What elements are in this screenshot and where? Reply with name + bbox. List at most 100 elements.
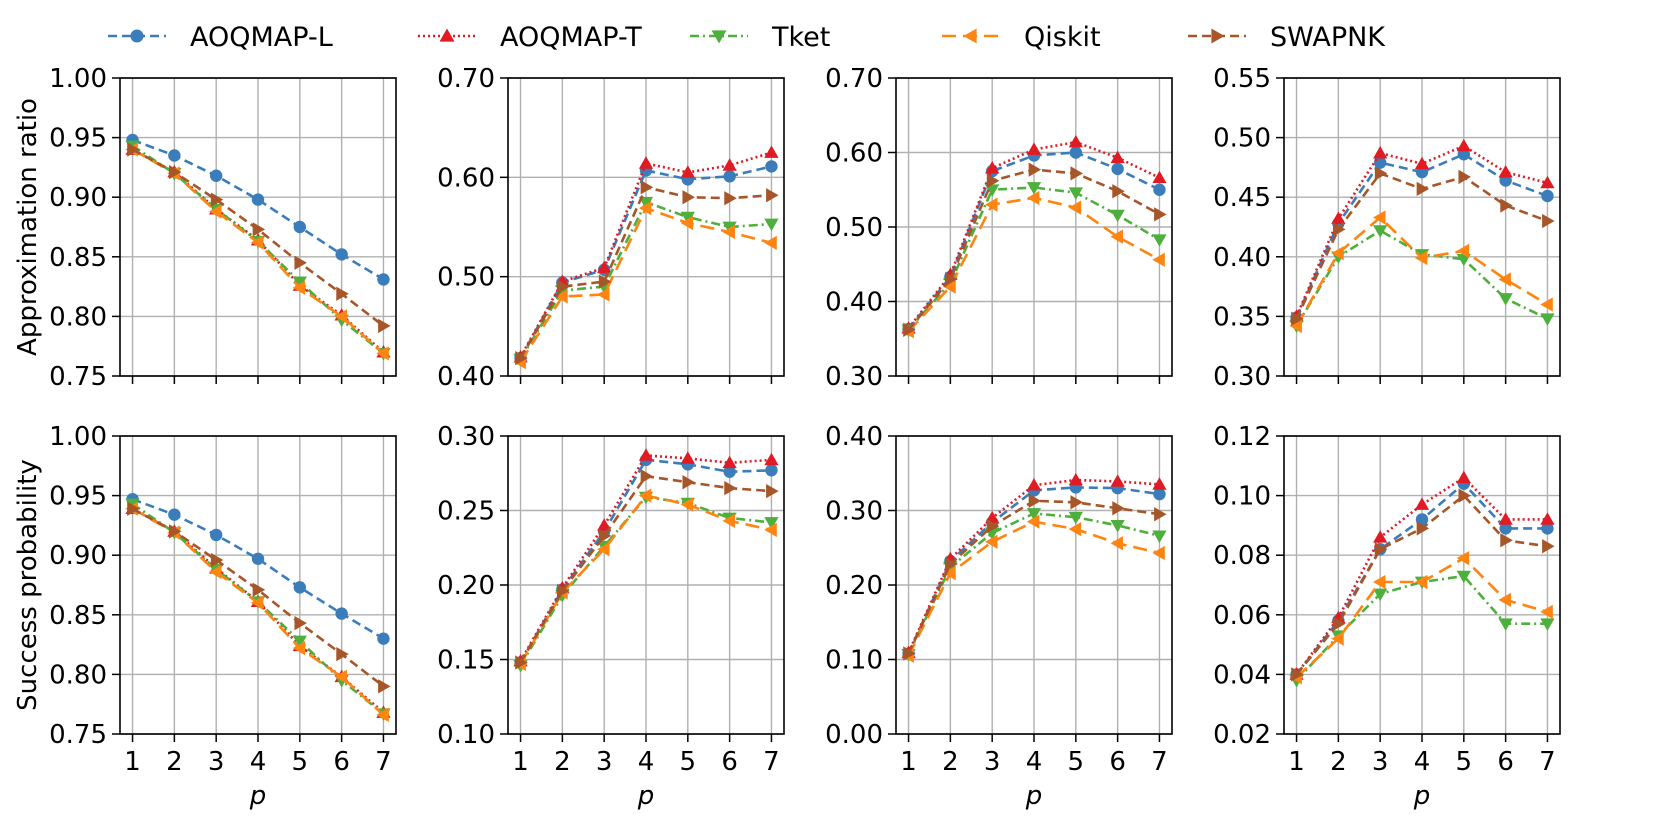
data-point-tket bbox=[1373, 588, 1388, 602]
x-tick-label: 2 bbox=[554, 747, 571, 777]
data-point-qiskit bbox=[638, 200, 652, 216]
data-point-aoqmap-t bbox=[1498, 512, 1513, 525]
legend-label: Tket bbox=[771, 22, 830, 53]
data-point-aoqmap-l bbox=[765, 464, 778, 477]
y-tick-label: 0.10 bbox=[1213, 482, 1271, 512]
data-point-tket bbox=[1373, 225, 1388, 238]
data-point-qiskit bbox=[250, 235, 264, 250]
data-point-qiskit bbox=[1110, 536, 1123, 551]
legend-marker bbox=[963, 28, 977, 44]
y-tick-label: 0.30 bbox=[1213, 362, 1271, 392]
y-tick-label: 0.00 bbox=[825, 720, 883, 750]
data-point-swapnk bbox=[557, 279, 570, 294]
data-point-qiskit bbox=[1373, 574, 1386, 590]
x-tick-label: 6 bbox=[333, 747, 350, 777]
data-point-aoqmap-t bbox=[1026, 142, 1042, 155]
data-point-qiskit bbox=[1110, 229, 1123, 244]
data-point-qiskit bbox=[1068, 200, 1082, 215]
data-point-qiskit bbox=[376, 346, 389, 361]
data-point-aoqmap-t bbox=[1498, 165, 1513, 178]
data-point-swapnk bbox=[252, 582, 266, 597]
data-point-swapnk bbox=[127, 142, 140, 157]
data-point-swapnk bbox=[1416, 181, 1430, 196]
data-point-aoqmap-t bbox=[1414, 156, 1430, 170]
data-point-swapnk bbox=[598, 528, 612, 543]
data-point-aoqmap-t bbox=[1026, 478, 1042, 491]
x-tick-label: 3 bbox=[208, 747, 225, 777]
x-tick-label: 1 bbox=[1288, 747, 1305, 777]
data-point-tket bbox=[1456, 570, 1471, 584]
y-tick-label: 0.04 bbox=[1213, 660, 1271, 690]
data-point-aoqmap-l bbox=[1069, 146, 1083, 159]
data-point-qiskit bbox=[680, 215, 694, 231]
x-tick-label: 7 bbox=[375, 747, 392, 777]
data-point-aoqmap-l bbox=[251, 193, 265, 206]
x-tick-label: 1 bbox=[512, 747, 529, 777]
data-point-aoqmap-t bbox=[1068, 472, 1083, 486]
data-point-qiskit bbox=[1414, 250, 1428, 266]
data-point-swapnk bbox=[294, 255, 307, 270]
data-point-swapnk bbox=[1333, 616, 1346, 631]
data-point-swapnk bbox=[210, 192, 224, 207]
x-tick-label: 2 bbox=[1330, 747, 1347, 777]
data-point-aoqmap-t bbox=[1456, 138, 1471, 152]
data-point-swapnk bbox=[1291, 311, 1304, 326]
data-point-swapnk bbox=[1154, 207, 1167, 222]
data-point-aoqmap-l bbox=[335, 607, 348, 620]
data-point-qiskit bbox=[1152, 545, 1165, 561]
data-point-swapnk bbox=[724, 481, 737, 496]
subplot-r1-c2: 0.00 0.10 0.20 0.30 0.40 1 2 3 4 5 6 7 p bbox=[825, 422, 1173, 811]
y-tick-label: 0.50 bbox=[1213, 124, 1271, 154]
data-point-tket bbox=[1152, 530, 1167, 543]
x-tick-label: 6 bbox=[721, 747, 738, 777]
data-point-aoqmap-t bbox=[1331, 211, 1346, 225]
data-point-aoqmap-t bbox=[1110, 474, 1125, 487]
data-point-aoqmap-l bbox=[1153, 487, 1166, 501]
data-point-tket bbox=[1110, 209, 1125, 223]
data-point-qiskit bbox=[1289, 318, 1302, 334]
data-point-qiskit bbox=[1152, 252, 1165, 267]
data-point-qiskit bbox=[292, 280, 306, 295]
y-tick-label: 0.35 bbox=[1213, 302, 1271, 332]
y-tick-label: 0.50 bbox=[825, 213, 883, 243]
data-point-tket bbox=[1498, 293, 1513, 306]
data-point-tket bbox=[1152, 234, 1167, 247]
data-point-swapnk bbox=[1542, 213, 1555, 229]
data-point-swapnk bbox=[378, 679, 391, 694]
data-point-swapnk bbox=[1542, 539, 1555, 554]
data-point-swapnk bbox=[766, 188, 779, 203]
y-tick-label: 0.02 bbox=[1213, 720, 1271, 750]
data-point-qiskit bbox=[1456, 243, 1470, 258]
legend-label: SWAPNK bbox=[1270, 22, 1386, 53]
data-point-aoqmap-t bbox=[985, 161, 1000, 174]
data-point-qiskit bbox=[209, 204, 222, 219]
y-tick-label: 0.10 bbox=[437, 720, 495, 750]
legend-marker bbox=[439, 28, 455, 42]
data-point-aoqmap-l bbox=[335, 248, 348, 261]
data-point-swapnk bbox=[1070, 495, 1083, 510]
data-point-swapnk bbox=[598, 274, 612, 289]
data-point-qiskit bbox=[722, 513, 735, 529]
y-tick-label: 0.40 bbox=[825, 288, 883, 318]
data-point-qiskit bbox=[680, 497, 694, 512]
data-point-qiskit bbox=[1540, 604, 1553, 619]
x-tick-label: 7 bbox=[1151, 747, 1168, 777]
legend-item-swapnk: SWAPNK bbox=[1188, 22, 1386, 53]
data-point-tket bbox=[764, 517, 779, 530]
x-tick-label: 4 bbox=[1026, 747, 1043, 777]
data-point-tket bbox=[680, 211, 695, 225]
data-point-aoqmap-l bbox=[377, 273, 390, 286]
data-point-aoqmap-l bbox=[168, 149, 181, 162]
data-point-tket bbox=[722, 221, 737, 235]
data-point-swapnk bbox=[378, 318, 391, 334]
data-point-qiskit bbox=[334, 309, 347, 324]
data-point-qiskit bbox=[764, 522, 777, 537]
legend-label: Qiskit bbox=[1024, 22, 1101, 53]
data-point-swapnk bbox=[336, 647, 349, 662]
y-tick-label: 0.12 bbox=[1213, 422, 1271, 452]
data-point-aoqmap-l bbox=[1499, 522, 1512, 535]
data-point-swapnk bbox=[1112, 501, 1125, 516]
data-point-swapnk bbox=[210, 552, 224, 568]
legend-label: AOQMAP-L bbox=[190, 22, 333, 53]
data-point-aoqmap-t bbox=[1456, 470, 1471, 484]
